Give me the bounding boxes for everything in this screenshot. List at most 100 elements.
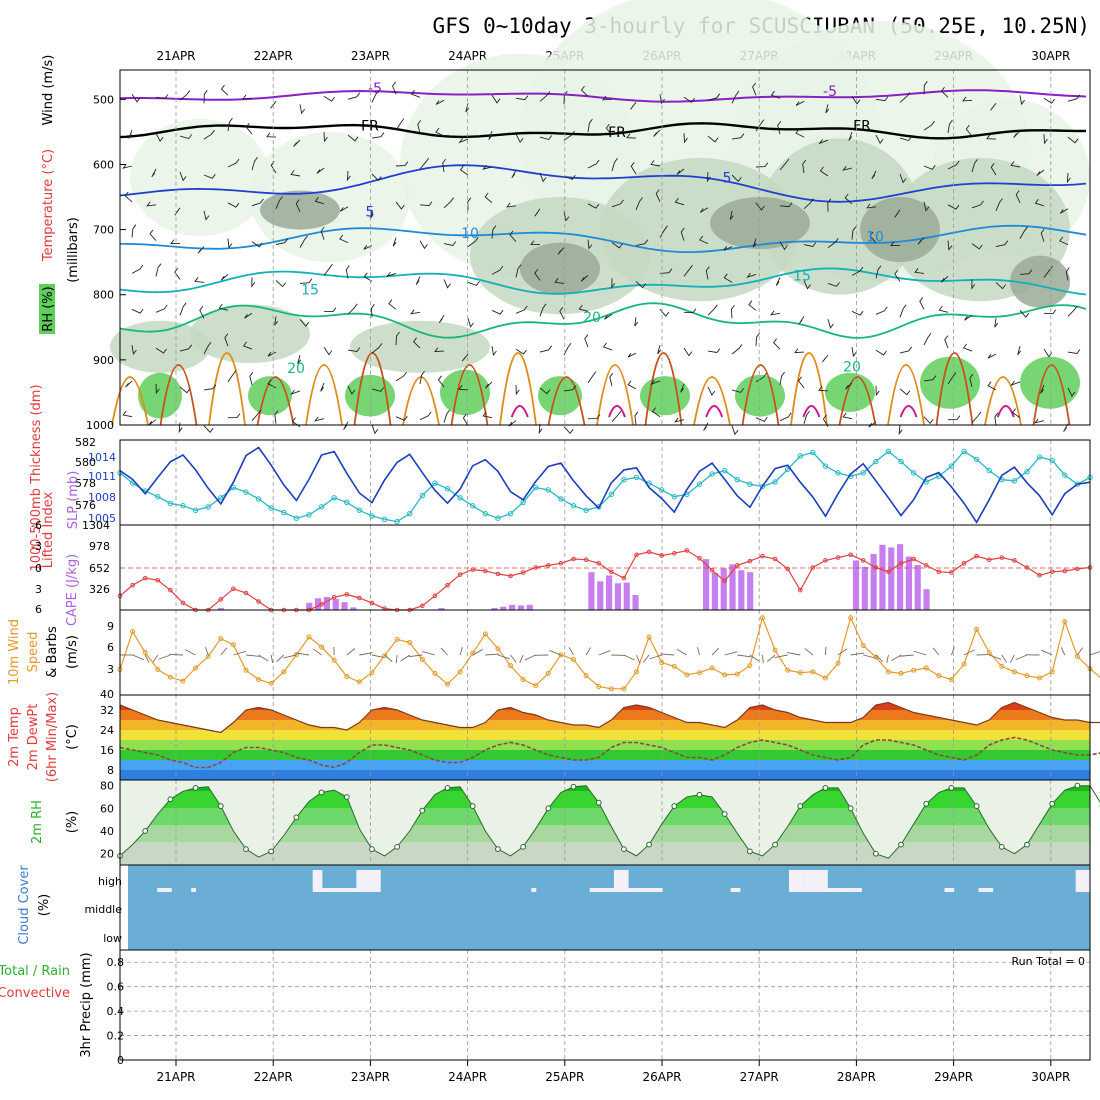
wind-barb <box>947 119 953 134</box>
wind-barb <box>179 344 193 352</box>
rh-marker <box>293 814 300 821</box>
high-cloud-block <box>1075 870 1091 892</box>
wind-barb <box>395 331 400 346</box>
wind-barb <box>458 385 469 391</box>
wind-barb <box>683 96 695 103</box>
surface-wind-barb <box>169 653 184 656</box>
thickness-marker <box>293 515 300 521</box>
thickness-marker <box>444 486 451 492</box>
thickness-marker <box>507 510 514 517</box>
lifted-index-marker <box>873 565 879 570</box>
wind-barb <box>251 409 262 421</box>
wind-barb <box>990 103 997 111</box>
thickness-marker <box>268 505 274 511</box>
surface-temp-contour <box>256 376 295 426</box>
rh-marker <box>620 846 627 853</box>
lifted-index-marker <box>130 582 135 588</box>
wind-barb <box>866 203 877 209</box>
lifted-index-marker <box>432 593 438 599</box>
thickness-marker <box>533 484 539 491</box>
surface-wind-barb <box>205 647 209 656</box>
wind-barb <box>539 172 547 183</box>
wind-speed-marker <box>571 656 577 662</box>
wind-barb <box>971 159 978 173</box>
wind-barb <box>923 416 934 425</box>
thickness-marker <box>192 507 199 513</box>
lifted-index-marker <box>911 556 916 562</box>
rh-shading <box>350 320 490 373</box>
hot-temp-contour <box>802 405 821 418</box>
wind-speed-marker <box>860 643 866 649</box>
thickness-marker <box>898 458 904 465</box>
wind-barb <box>203 174 216 179</box>
lifted-index-marker <box>772 556 778 562</box>
wind-barb <box>179 90 191 101</box>
wind-barb <box>851 310 864 316</box>
wind-barb <box>990 163 997 176</box>
wind-barb <box>227 158 240 168</box>
surface-temp-contour <box>111 376 149 426</box>
wind-barb <box>434 347 445 353</box>
rh-shading <box>190 304 310 364</box>
wind-barb <box>515 348 527 355</box>
high-cloud-block <box>312 870 323 892</box>
temp-contour-20 <box>119 302 1087 339</box>
wind-barb <box>203 341 212 355</box>
temp-tick-label: 8 <box>107 764 114 777</box>
wind-tick-label: 6 <box>107 641 114 654</box>
pressure-tick-label: 1000 <box>86 419 114 432</box>
temperature-axis-label: Temperature (°C) <box>41 149 56 262</box>
wind-barb <box>848 131 853 141</box>
wind-barb <box>699 207 709 213</box>
rh-shading <box>130 118 270 237</box>
wind-barb <box>875 306 888 315</box>
rh-marker <box>243 846 249 853</box>
rh-axis-label: RH (%) <box>41 286 56 331</box>
wind-barb <box>509 230 517 242</box>
wind-barb <box>770 310 781 316</box>
cloud-units-label: (%) <box>37 894 52 917</box>
wind-speed-marker <box>306 634 312 640</box>
slp-axis-label: SLP (mb) <box>66 471 81 530</box>
wind-barb <box>971 279 976 290</box>
wind-barb <box>947 204 960 210</box>
wind-barb <box>899 173 907 184</box>
wind-barb <box>563 342 572 356</box>
temp-line <box>119 701 1100 734</box>
wind-barb <box>611 410 622 422</box>
lifted-index-marker <box>142 575 148 581</box>
wind-barb <box>1067 94 1081 102</box>
wind-tick-label: 9 <box>107 620 114 633</box>
convective-label: Convective <box>0 986 70 1001</box>
wind-barb <box>894 269 901 282</box>
surface-wind-barb <box>649 654 662 660</box>
temp-band <box>120 720 1090 730</box>
wind-barb <box>363 272 373 282</box>
thickness-tick-label: 578 <box>75 477 96 490</box>
rh-marker <box>495 846 501 853</box>
wind-barb <box>844 193 853 205</box>
wind-speed-marker <box>218 636 224 642</box>
wind-barb <box>155 347 167 354</box>
wind-barb <box>491 95 501 104</box>
date-label-top: 30APR <box>1031 49 1070 63</box>
rh-marker <box>469 803 476 809</box>
thickness-marker <box>558 496 564 502</box>
wind-speed-marker <box>709 665 715 671</box>
wind-speed-marker <box>356 679 362 685</box>
wind-barb <box>274 316 279 326</box>
rh-band <box>120 842 1090 865</box>
wind-barb <box>482 164 493 170</box>
wind-speed-marker <box>369 670 375 676</box>
surface-wind-barb <box>152 654 159 663</box>
wind-speed-marker <box>445 681 451 687</box>
lifted-index-marker <box>671 551 677 556</box>
cape-bar <box>720 568 727 610</box>
surface-temp-contour <box>159 364 198 426</box>
wind-barb <box>131 345 137 356</box>
wind-barb <box>821 354 829 363</box>
surface-wind-barb <box>899 654 914 657</box>
wind-barb <box>723 246 733 251</box>
lifted-index-marker <box>747 558 753 564</box>
surface-wind-barb <box>724 651 738 656</box>
